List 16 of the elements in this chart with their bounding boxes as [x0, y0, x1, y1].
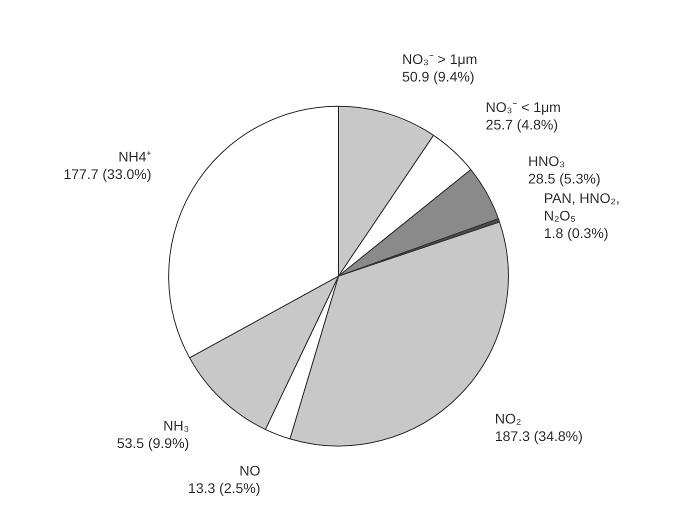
data-label: 25.7 (4.8%): [486, 116, 558, 133]
slice-label: NH₃: [163, 418, 190, 434]
data-label: 1.8 (0.3%): [544, 225, 608, 242]
slice-label: PAN, HNO₂, N₂O₅: [544, 190, 620, 224]
slice-label: NH4⁺: [118, 148, 152, 164]
slice-label: NO₃⁻ > 1μm: [402, 51, 478, 68]
data-label: 13.3 (2.5%): [188, 480, 260, 496]
data-label: 177.7 (33.0%): [63, 166, 152, 182]
data-label: 50.9 (9.4%): [402, 68, 474, 85]
slice-label: NO: [239, 462, 261, 479]
slice-label: HNO₃: [528, 152, 565, 169]
slice-label: NO₃⁻ < 1μm: [486, 99, 561, 116]
data-label: 53.5 (9.9%): [116, 435, 190, 452]
data-label: 28.5 (5.3%): [528, 170, 600, 186]
slice-label: NO₂: [494, 410, 522, 427]
data-label: 187.3 (34.8%): [494, 428, 583, 444]
